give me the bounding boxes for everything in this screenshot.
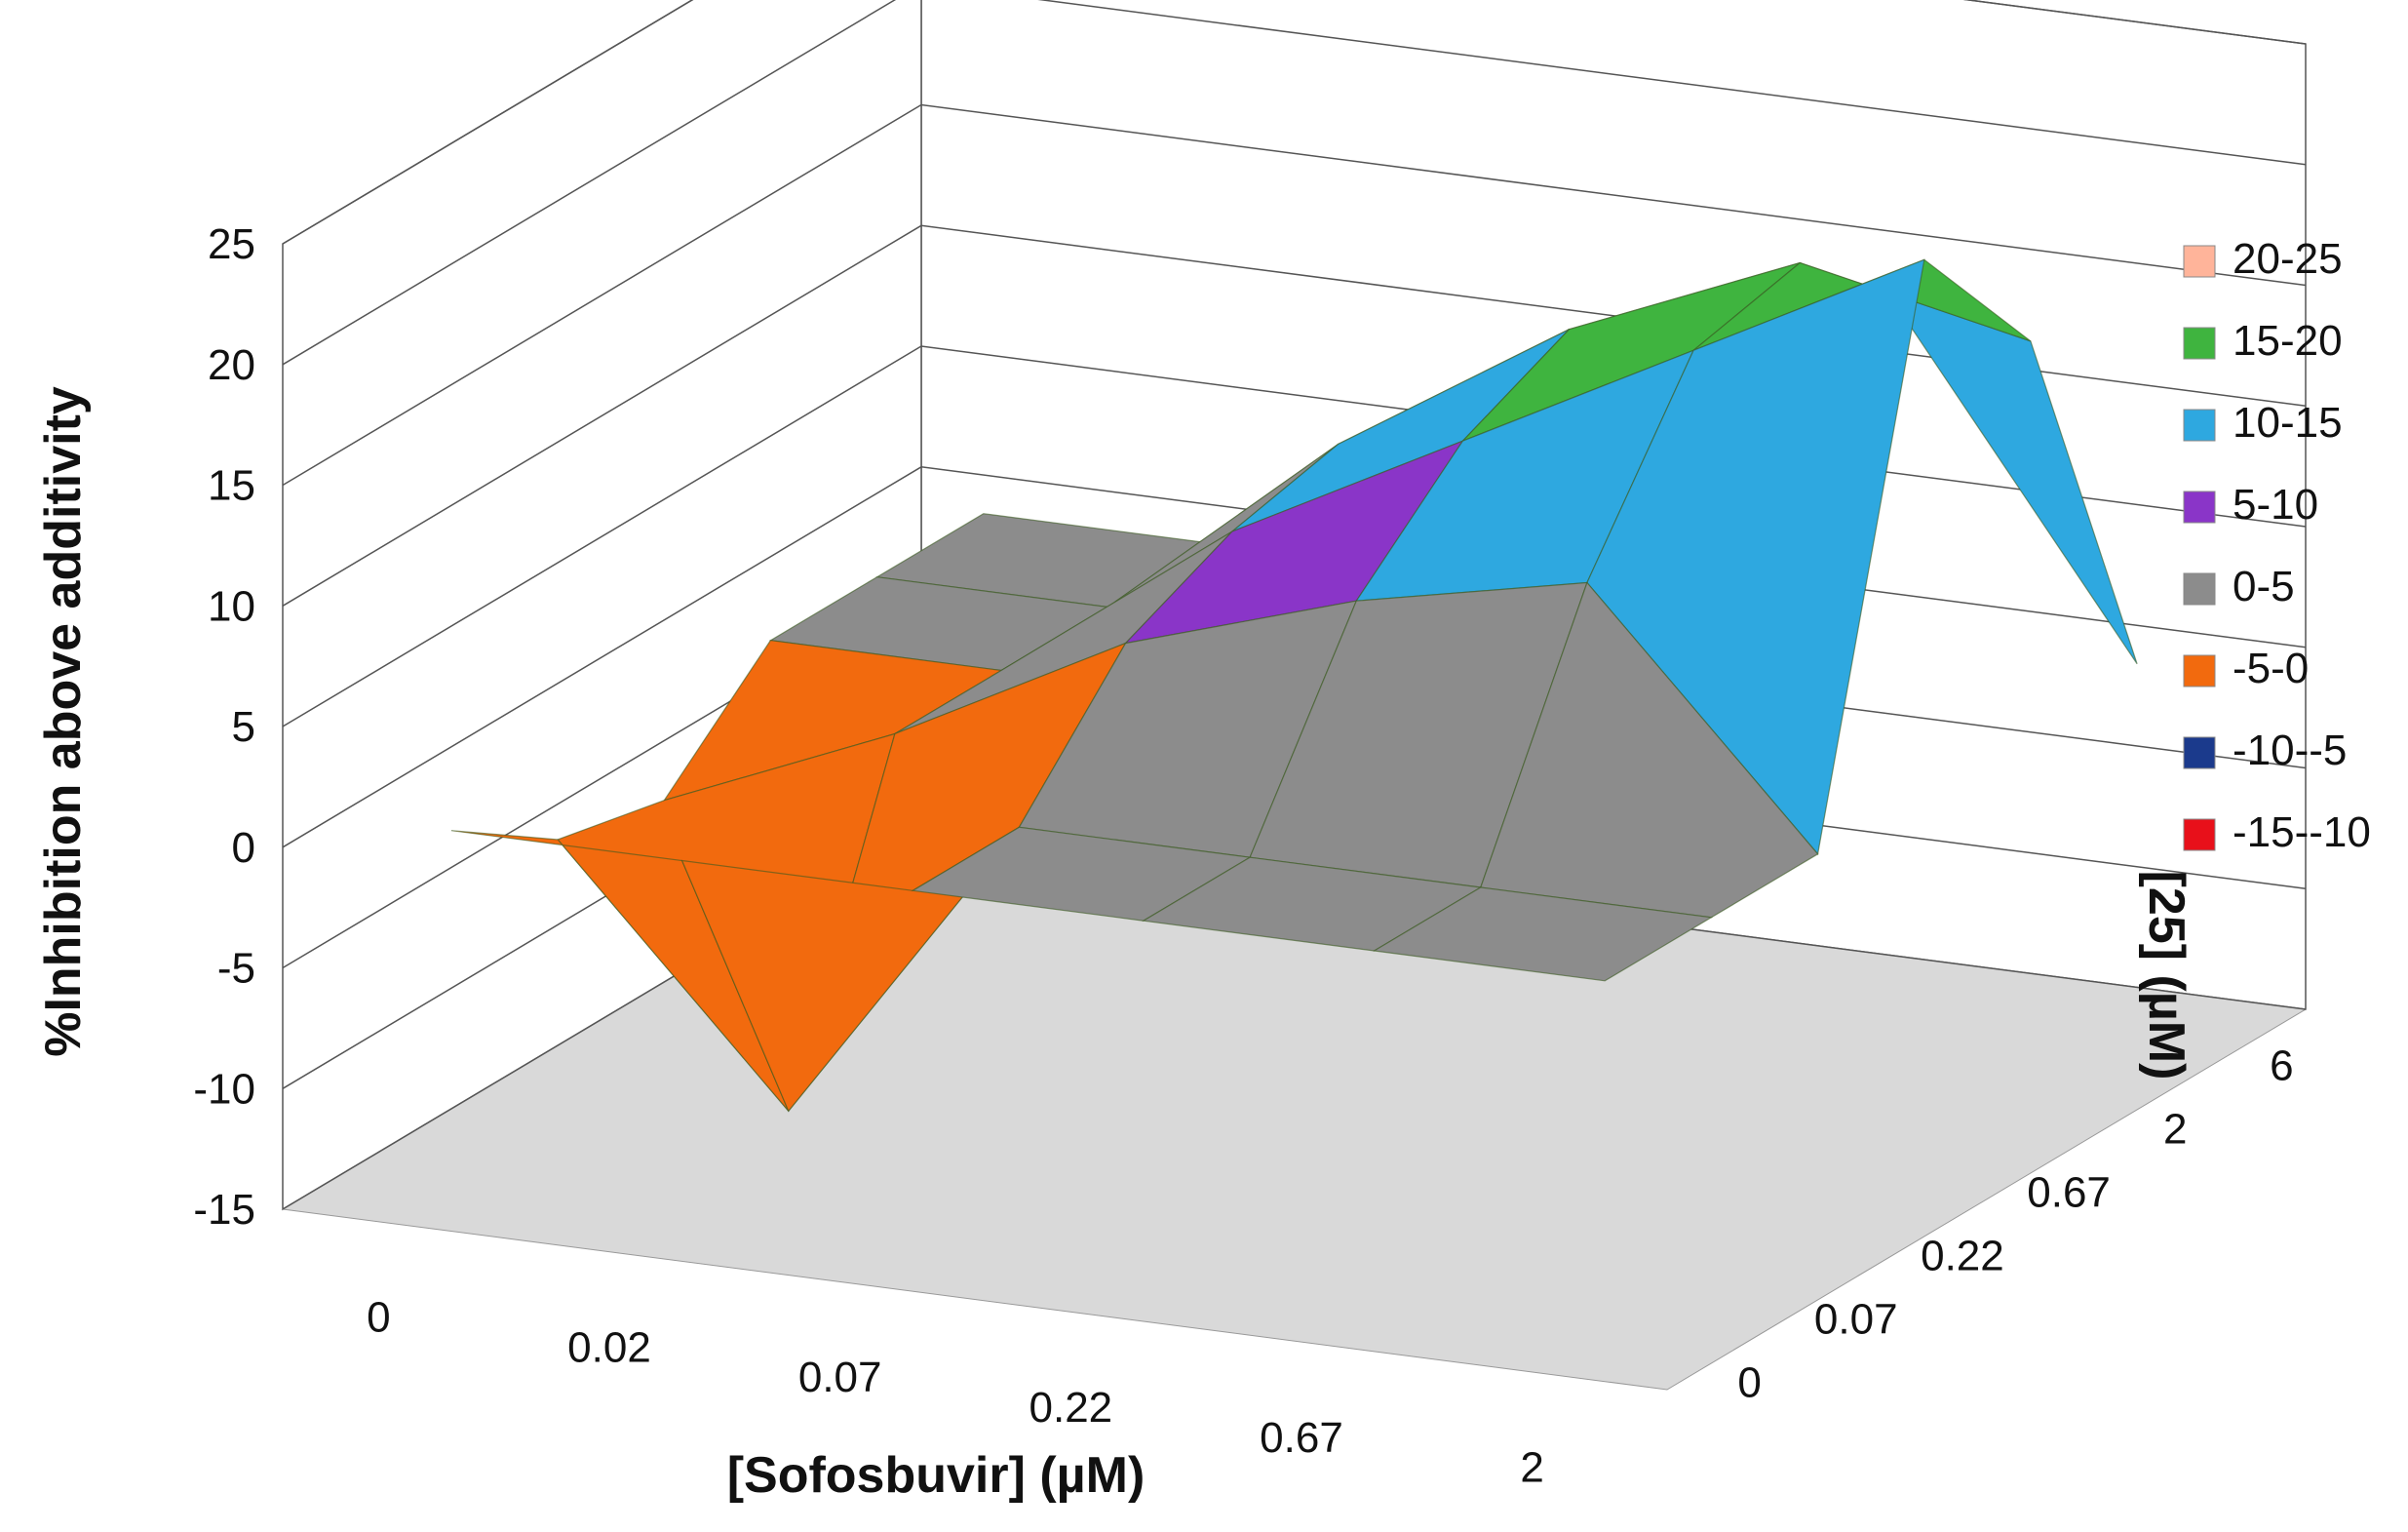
z-gridline	[282, 0, 2307, 366]
legend-swatch	[2183, 654, 2216, 687]
y-tick-label: 0	[1737, 1359, 1761, 1407]
x-axis-title: [Sofosbuvir] (µM)	[727, 1447, 1146, 1504]
legend-swatch	[2183, 491, 2216, 524]
y-tick-label: 0.07	[1814, 1296, 1898, 1344]
x-axis-ticks: 0 0.02 0.07 0.22 0.67 2	[367, 1293, 1544, 1491]
z-axis-ticks: 25 20 15 10 5 0 -5 -10 -15	[193, 220, 255, 1234]
legend-label: 20-25	[2233, 235, 2343, 283]
legend-swatch	[2183, 818, 2216, 851]
z-tick-label: 15	[208, 462, 255, 510]
z-tick-label: 0	[232, 824, 255, 872]
legend-label: -15--10	[2233, 808, 2371, 856]
z-tick-label: -10	[193, 1065, 255, 1113]
z-tick-label: 25	[208, 220, 255, 268]
surface-cell	[1372, 886, 1714, 982]
legend-label: 15-20	[2233, 317, 2343, 365]
x-tick-label: 0.67	[1260, 1414, 1343, 1462]
surface-plot	[450, 258, 2138, 1113]
legend-swatch	[2183, 327, 2216, 360]
y-tick-label: 6	[2270, 1042, 2293, 1090]
z-gridline	[282, 0, 2307, 245]
x-tick-label: 0.22	[1029, 1384, 1113, 1432]
legend-label: 10-15	[2233, 399, 2343, 447]
x-tick-label: 0	[367, 1293, 390, 1341]
z-tick-label: -5	[217, 945, 255, 993]
x-tick-label: 0.07	[798, 1354, 882, 1401]
z-tick-label: 5	[232, 703, 255, 751]
y-axis-ticks: 0 0.07 0.22 0.67 2 6	[1737, 1042, 2293, 1407]
x-tick-label: 2	[1520, 1444, 1543, 1492]
legend-label: -10--5	[2233, 727, 2347, 774]
legend-swatch	[2183, 409, 2216, 442]
z-tick-label: 10	[208, 582, 255, 630]
y-tick-label: 0.67	[2027, 1169, 2111, 1217]
legend-label: 0-5	[2233, 563, 2295, 610]
legend-swatch	[2183, 736, 2216, 769]
z-gridline	[282, 103, 2307, 487]
z-axis-title: %Inhibition above additivity	[35, 386, 92, 1057]
y-tick-label: 2	[2163, 1106, 2187, 1154]
legend-swatch	[2183, 572, 2216, 606]
legend-swatch	[2183, 245, 2216, 278]
z-tick-label: 20	[208, 341, 255, 389]
legend-label: -5-0	[2233, 645, 2309, 692]
y-tick-label: 0.22	[1921, 1233, 2004, 1280]
z-tick-label: -15	[193, 1186, 255, 1234]
legend-label: 5-10	[2233, 481, 2318, 529]
x-tick-label: 0.02	[567, 1323, 651, 1371]
y-axis-title: [25] (µM)	[2138, 871, 2194, 1080]
legend: 20-25 15-20 10-15 5-10 0-5 -5-0 -10--5 -15--10	[2183, 235, 2371, 856]
